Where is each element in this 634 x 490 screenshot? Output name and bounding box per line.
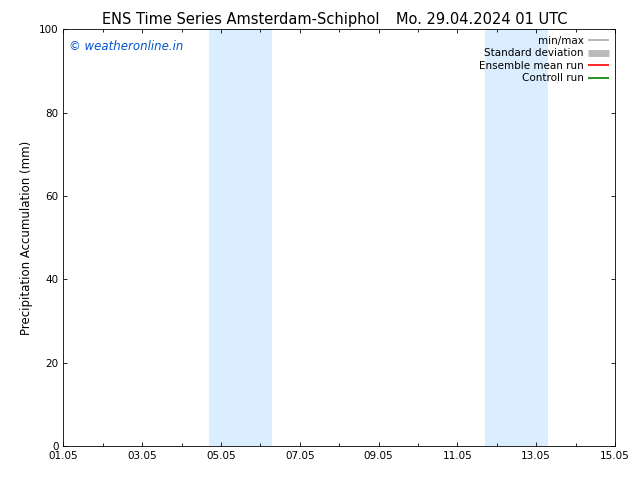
- Legend: min/max, Standard deviation, Ensemble mean run, Controll run: min/max, Standard deviation, Ensemble me…: [475, 31, 613, 88]
- Y-axis label: Precipitation Accumulation (mm): Precipitation Accumulation (mm): [20, 141, 34, 335]
- Text: © weatheronline.in: © weatheronline.in: [69, 40, 183, 53]
- Bar: [209, 29, 272, 446]
- Bar: [485, 29, 548, 446]
- Text: Mo. 29.04.2024 01 UTC: Mo. 29.04.2024 01 UTC: [396, 12, 567, 27]
- Text: ENS Time Series Amsterdam-Schiphol: ENS Time Series Amsterdam-Schiphol: [102, 12, 380, 27]
